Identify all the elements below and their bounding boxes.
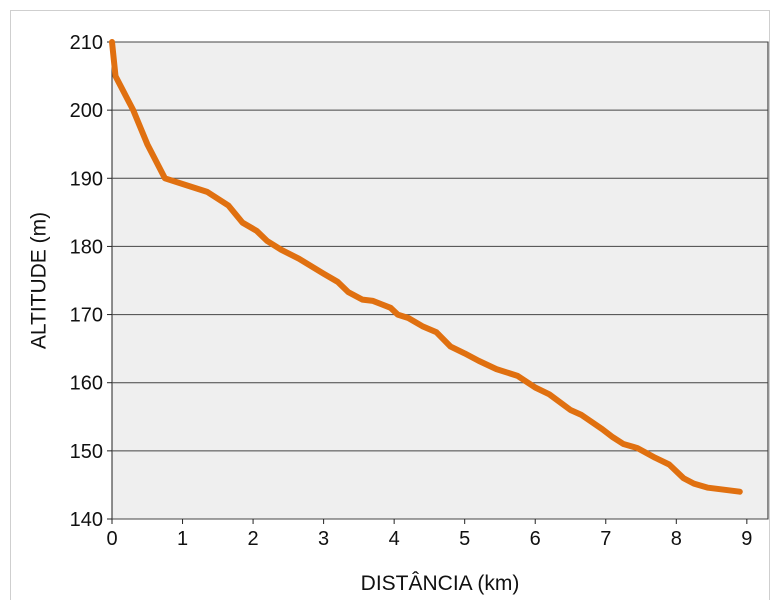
x-tick-label-7: 7 [600, 528, 611, 550]
gridlines [112, 41, 768, 520]
y-tick-label-210: 210 [70, 32, 103, 54]
y-axis-title: ALTITUDE (m) [28, 212, 51, 349]
x-tick-label-3: 3 [318, 528, 329, 550]
y-tick-labels: 140 150 160 170 180 190 200 210 [70, 32, 103, 531]
series-layer [109, 39, 743, 495]
x-tick-label-0: 0 [106, 528, 117, 550]
x-tick-label-8: 8 [671, 528, 682, 550]
y-tick-label-170: 170 [70, 305, 103, 327]
x-tick-label-5: 5 [459, 528, 470, 550]
x-tick-label-2: 2 [248, 528, 259, 550]
tick-marks [107, 41, 748, 524]
y-tick-label-150: 150 [70, 441, 103, 463]
x-axis-title: DISTÂNCIA (km) [361, 572, 520, 595]
y-tick-label-200: 200 [70, 100, 103, 122]
x-tick-label-9: 9 [741, 528, 752, 550]
y-tick-label-180: 180 [70, 236, 103, 258]
y-tick-label-140: 140 [70, 509, 103, 531]
x-tick-label-1: 1 [177, 528, 188, 550]
x-tick-label-4: 4 [389, 528, 400, 550]
x-tick-labels: 0 1 2 3 4 5 6 7 8 9 [106, 528, 752, 550]
chart-frame [10, 10, 770, 600]
series-line-0 [109, 39, 743, 495]
y-tick-label-190: 190 [70, 168, 103, 190]
x-tick-label-6: 6 [530, 528, 541, 550]
y-tick-label-160: 160 [70, 373, 103, 395]
plot-area [111, 41, 769, 520]
